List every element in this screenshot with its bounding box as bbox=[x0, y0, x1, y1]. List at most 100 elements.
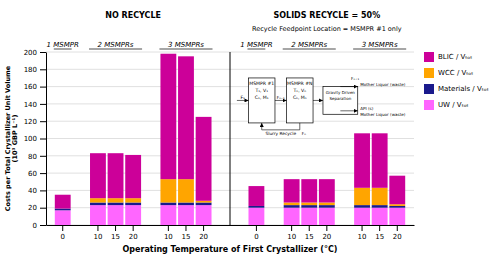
x-tick: 20 bbox=[129, 225, 138, 241]
bar bbox=[125, 198, 141, 202]
bar bbox=[160, 54, 176, 179]
bar bbox=[125, 155, 141, 198]
group-label: 2 MSMPRs bbox=[98, 41, 134, 49]
y-tick-mark bbox=[40, 156, 46, 157]
y-tick-mark bbox=[40, 173, 46, 174]
annotation: F₁ bbox=[240, 95, 245, 100]
group-bracket bbox=[353, 49, 406, 50]
annotation: Separation bbox=[329, 96, 351, 101]
y-tick: 60 bbox=[28, 170, 46, 178]
bar bbox=[90, 153, 106, 198]
annotation: Cₙ, Mₙ bbox=[293, 95, 307, 100]
x-tick-label: 10 bbox=[164, 233, 173, 241]
x-tick: 20 bbox=[199, 225, 208, 241]
panel-divider bbox=[230, 52, 231, 225]
bar bbox=[284, 208, 300, 225]
x-tick-mark bbox=[115, 225, 116, 231]
bar bbox=[196, 205, 212, 225]
y-tick-label: 80 bbox=[28, 153, 37, 161]
bar bbox=[196, 203, 212, 206]
bar bbox=[372, 188, 388, 205]
x-tick: 10 bbox=[164, 225, 173, 241]
x-tick-mark bbox=[362, 225, 363, 231]
panel-title: SOLIDS RECYCLE = 50% bbox=[273, 11, 380, 20]
y-tick: 100 bbox=[24, 135, 46, 143]
legend-label: UW / Vₜₒₜ bbox=[438, 101, 469, 109]
bar bbox=[301, 179, 317, 202]
flow-line bbox=[299, 123, 300, 130]
bar bbox=[90, 205, 106, 225]
flow-box bbox=[287, 78, 313, 123]
x-tick: 10 bbox=[287, 225, 296, 241]
x-tick: 0 bbox=[60, 225, 64, 241]
y-tick: 20 bbox=[28, 204, 46, 212]
bar bbox=[301, 205, 317, 208]
x-tick-mark bbox=[309, 225, 310, 231]
x-tick: 0 bbox=[254, 225, 258, 241]
bar bbox=[389, 206, 405, 208]
x-axis: 01015201015200101520101520 bbox=[47, 225, 415, 241]
y-tick: 120 bbox=[24, 118, 46, 126]
y-tick-mark bbox=[40, 104, 46, 105]
bar bbox=[160, 205, 176, 225]
bar bbox=[125, 203, 141, 206]
x-tick: 20 bbox=[393, 225, 402, 241]
bar bbox=[284, 205, 300, 208]
x-tick-mark bbox=[397, 225, 398, 231]
x-axis-title: Operating Temperature of First Crystalli… bbox=[123, 245, 338, 254]
chart-svg: 0101520101520010152010152002040608010012… bbox=[0, 0, 500, 257]
bar bbox=[354, 133, 370, 187]
y-tick-label: 200 bbox=[24, 49, 37, 57]
x-tick-mark bbox=[168, 225, 169, 231]
bar bbox=[284, 179, 300, 202]
x-tick-label: 15 bbox=[375, 233, 384, 241]
bar bbox=[196, 201, 212, 203]
x-tick: 15 bbox=[305, 225, 314, 241]
panel-subtitle: Recycle Feedpoint Location = MSMPR #1 on… bbox=[252, 25, 402, 33]
x-tick-label: 20 bbox=[199, 233, 208, 241]
y-tick-mark bbox=[40, 87, 46, 88]
x-tick-label: 0 bbox=[254, 233, 258, 241]
bar bbox=[196, 117, 212, 201]
annotation: Mother Liquor (waste) bbox=[360, 112, 406, 117]
legend-swatch bbox=[424, 52, 434, 62]
bar bbox=[55, 209, 71, 211]
y-tick-label: 140 bbox=[24, 101, 37, 109]
y-tick-mark bbox=[40, 139, 46, 140]
group-bracket bbox=[89, 49, 142, 50]
legend-label: WCC / Vₜₒₜ bbox=[438, 69, 473, 77]
y-tick: 0 bbox=[33, 222, 46, 230]
annotation: Mother Liquor (waste) bbox=[360, 82, 406, 87]
bar bbox=[389, 204, 405, 206]
bar bbox=[248, 186, 264, 206]
bar bbox=[108, 198, 124, 202]
x-tick-mark bbox=[133, 225, 134, 231]
annotation: C₁, M₁ bbox=[255, 95, 269, 100]
flow-arrow bbox=[261, 123, 262, 130]
x-tick: 15 bbox=[182, 225, 191, 241]
bar bbox=[301, 203, 317, 206]
bar bbox=[108, 205, 124, 225]
flow-arrow bbox=[313, 100, 323, 101]
annotation: Fₙ₋₁ bbox=[277, 95, 285, 100]
x-tick-label: 10 bbox=[93, 233, 102, 241]
group-bracket bbox=[159, 49, 212, 50]
bar bbox=[55, 210, 71, 225]
legend-swatch bbox=[424, 68, 434, 78]
chart-container: 0101520101520010152010152002040608010012… bbox=[0, 0, 500, 257]
y-tick-label: 160 bbox=[24, 83, 37, 91]
y-tick: 140 bbox=[24, 101, 46, 109]
x-axis-line bbox=[47, 225, 415, 226]
y-tick-mark bbox=[40, 225, 46, 226]
x-tick: 10 bbox=[358, 225, 367, 241]
y-tick-mark bbox=[40, 190, 46, 191]
y-tick-label: 0 bbox=[33, 222, 37, 230]
flow-box bbox=[323, 87, 358, 115]
bar bbox=[389, 208, 405, 225]
x-tick-mark bbox=[97, 225, 98, 231]
flow-box bbox=[248, 78, 274, 123]
group-label: 2 MSMPRs bbox=[291, 41, 327, 49]
x-tick-label: 15 bbox=[111, 233, 120, 241]
x-tick-mark bbox=[291, 225, 292, 231]
bar bbox=[125, 205, 141, 225]
